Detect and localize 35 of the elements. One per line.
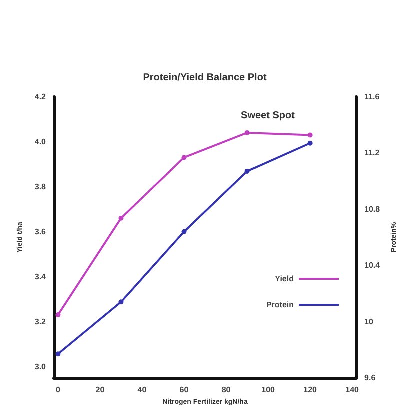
chart-title: Protein/Yield Balance Plot — [143, 72, 268, 84]
x-tick-label: 140 — [346, 386, 360, 394]
point — [244, 168, 250, 174]
point — [182, 229, 187, 234]
x-tick-label: 20 — [96, 386, 106, 394]
y2-tick-label: 10.8 — [364, 204, 381, 214]
point — [56, 312, 61, 318]
x-tick-label: 80 — [222, 386, 232, 394]
x-tick-label: 0 — [56, 386, 61, 394]
legend-label: Protein — [266, 300, 294, 310]
y2-tick-label: 11.6 — [364, 92, 380, 102]
y-tick-label: 3.6 — [34, 227, 47, 236]
y2-tick-label: 9.6 — [364, 374, 376, 382]
point — [308, 140, 313, 146]
point — [308, 132, 313, 138]
y-tick-label: 4.0 — [34, 137, 47, 146]
x-tick-label: 60 — [180, 386, 190, 394]
y2-tick-label: 10.4 — [364, 261, 381, 270]
point — [56, 352, 61, 357]
y2-tick-label: 11.2 — [364, 148, 380, 158]
y-tick-label: 3.4 — [34, 272, 47, 282]
point — [118, 300, 124, 305]
point — [244, 130, 250, 136]
y-tick-label: 4.2 — [34, 92, 47, 102]
y-tick-label: 3.8 — [34, 182, 47, 192]
point — [118, 216, 124, 221]
x-tick-label: 120 — [304, 386, 318, 394]
annotation: Sweet Spot — [241, 110, 296, 122]
x-tick-label: 100 — [262, 386, 276, 394]
y2-tick-label: 10 — [364, 317, 374, 326]
y-tick-label: 3.0 — [34, 362, 47, 372]
legend-label: Yield — [275, 274, 294, 284]
point — [182, 155, 187, 160]
x-tick-label: 40 — [138, 386, 148, 394]
y-tick-label: 3.2 — [34, 317, 47, 326]
